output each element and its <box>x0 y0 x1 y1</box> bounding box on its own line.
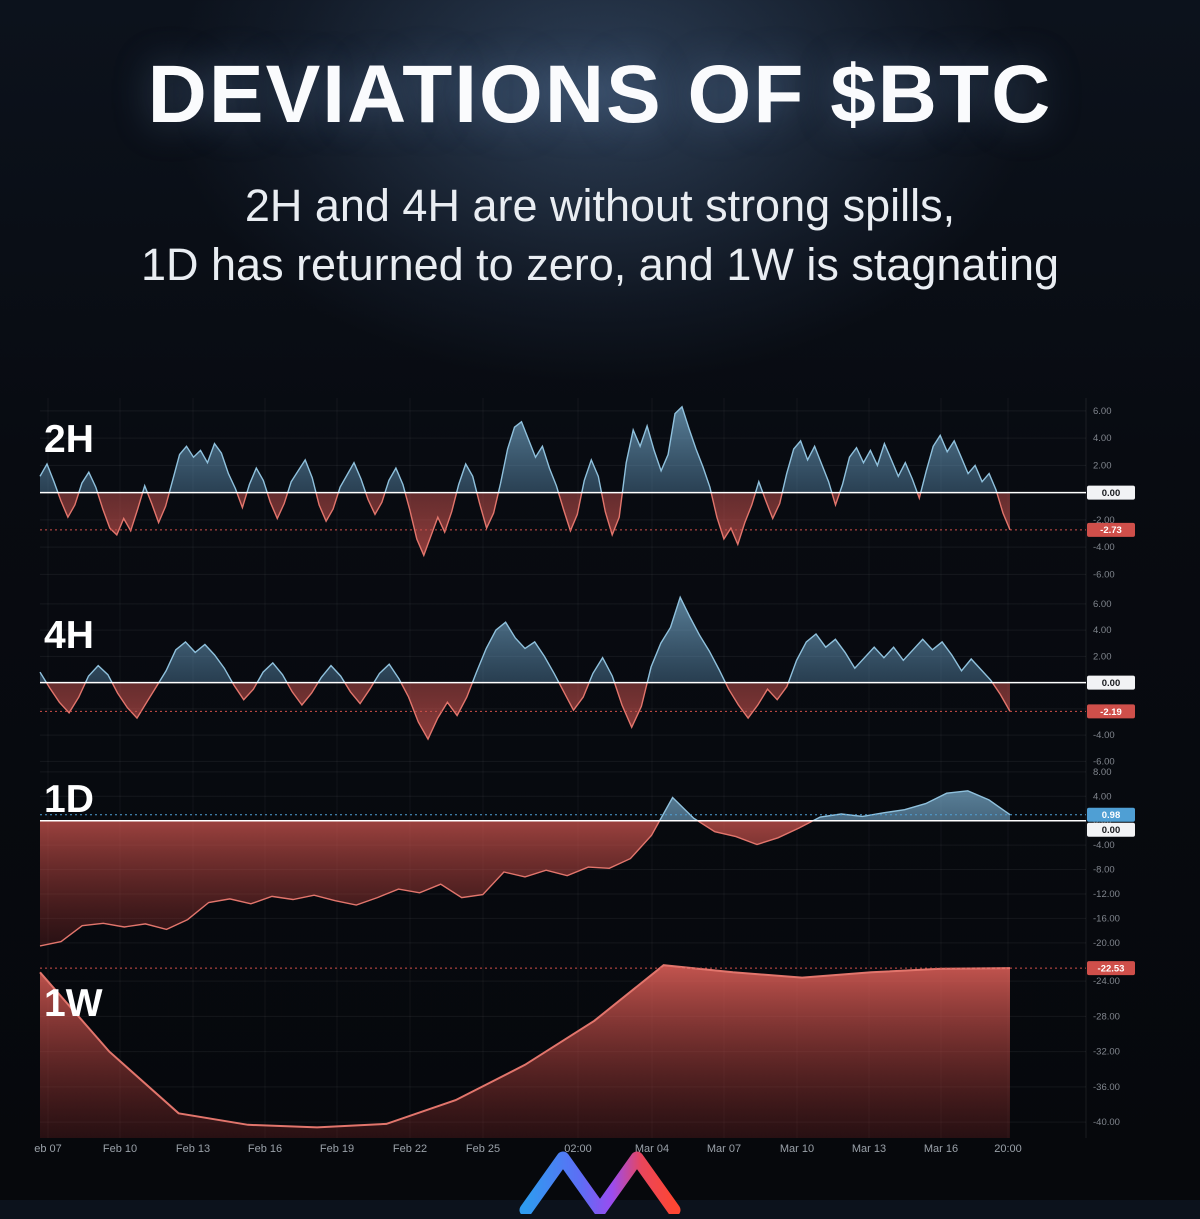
x-axis-label: 02:00 <box>564 1143 592 1155</box>
subtitle-line-2: 1D has returned to zero, and 1W is stagn… <box>140 239 1060 291</box>
y-axis-tick: 4.00 <box>1093 625 1112 636</box>
y-axis-tick: -2.00 <box>1093 515 1115 526</box>
x-axis-label: Feb 16 <box>248 1143 282 1155</box>
background-glow <box>25 0 1175 480</box>
price-badge-2h: -2.73 <box>1087 522 1135 537</box>
subtitle-line-1: 2H and 4H are without strong spills, <box>244 180 956 231</box>
y-axis-tick: -4.00 <box>1093 840 1115 851</box>
x-axis-label: Feb 19 <box>320 1143 354 1155</box>
x-axis-label: Feb 22 <box>393 1143 427 1155</box>
panel-label-2h: 2H <box>44 418 94 461</box>
svg-text:0.00: 0.00 <box>1102 678 1121 689</box>
x-axis-label: Feb 13 <box>176 1143 210 1155</box>
series-line-positive <box>39 405 998 493</box>
area-negative <box>40 965 1010 1138</box>
zero-badge-4h: 0.00 <box>1087 675 1135 690</box>
x-axis-label: Mar 07 <box>707 1143 741 1155</box>
y-axis-tick: -6.00 <box>1093 569 1115 580</box>
price-badge-1w: -22.53 <box>1087 961 1135 976</box>
chart-panel-1w: -24.00 -28.00 -32.00 -36.00 -40.00 -22.53 1W <box>39 961 1135 1138</box>
svg-text:-22.53: -22.53 <box>1098 964 1125 975</box>
y-axis-tick: -36.00 <box>1093 1082 1120 1093</box>
area-positive <box>659 790 1010 821</box>
y-axis-tick: 4.00 <box>1093 791 1112 802</box>
y-axis-tick: 2.00 <box>1093 651 1112 662</box>
m-logo-icon <box>519 1151 681 1217</box>
x-axis-label: Mar 04 <box>635 1143 669 1155</box>
svg-text:-2.19: -2.19 <box>1100 707 1122 718</box>
y-axis-tick: -28.00 <box>1093 1011 1120 1022</box>
area-negative <box>40 820 1010 946</box>
y-axis-tick: -40.00 <box>1093 1117 1120 1128</box>
x-axis-label: Feb 10 <box>103 1143 137 1155</box>
series-line-positive <box>658 790 1011 821</box>
y-axis-tick: -8.00 <box>1093 865 1115 876</box>
chart-panel-1d: 8.00 4.00 0.00 -4.00 -8.00 -12.00 -16.00 -20.00… <box>39 767 1135 949</box>
panel-label-4h: 4H <box>44 614 94 657</box>
y-axis-tick: 6.00 <box>1093 406 1112 417</box>
page-title: DEVIATIONS OF $BTC <box>147 49 1053 140</box>
price-badge-4h: -2.19 <box>1087 704 1135 719</box>
y-axis-tick: -16.00 <box>1093 913 1120 924</box>
y-axis-tick: 8.00 <box>1093 767 1112 778</box>
series-line <box>39 964 1011 1129</box>
x-axis-label: Mar 16 <box>924 1143 958 1155</box>
series-line-positive <box>39 595 994 683</box>
y-axis-tick: -4.00 <box>1093 542 1115 553</box>
zero-badge-2h: 0.00 <box>1087 485 1135 500</box>
svg-text:0.00: 0.00 <box>1102 825 1121 836</box>
x-axis-label: eb 07 <box>34 1143 62 1155</box>
panel-label-1w: 1W <box>44 982 103 1025</box>
svg-text:0.00: 0.00 <box>1102 488 1121 499</box>
x-axis-label: 20:00 <box>994 1143 1022 1155</box>
svg-text:-2.73: -2.73 <box>1100 525 1122 536</box>
price-badge-1d: 0.98 <box>1087 807 1135 822</box>
y-axis-tick: 2.00 <box>1093 460 1112 471</box>
y-axis-tick: -4.00 <box>1093 730 1115 741</box>
y-axis-tick: -24.00 <box>1093 976 1120 987</box>
svg-text:0.98: 0.98 <box>1102 810 1121 821</box>
area-negative <box>46 682 1010 740</box>
x-axis-label: Mar 10 <box>780 1143 814 1155</box>
series-line-negative <box>39 820 815 947</box>
y-axis-tick: 6.00 <box>1093 599 1112 610</box>
brand-logo <box>515 1150 685 1219</box>
x-axis-label: Feb 25 <box>466 1143 500 1155</box>
zero-badge-1d: 0.00 <box>1087 822 1135 837</box>
chart-panel-4h: 6.004.002.000.00-2.00-4.00-6.000.00-2.19… <box>39 595 1135 767</box>
area-positive <box>40 406 1010 493</box>
panel-label-1d: 1D <box>44 778 94 821</box>
y-axis-tick: 4.00 <box>1093 433 1112 444</box>
y-axis-tick: -12.00 <box>1093 889 1120 900</box>
y-axis-tick: -20.00 <box>1093 938 1120 949</box>
header: DEVIATIONS OF $BTC 2H and 4H are without… <box>0 48 1200 295</box>
y-axis-tick: -6.00 <box>1093 756 1115 767</box>
y-axis-tick: -32.00 <box>1093 1047 1120 1058</box>
x-axis-label: Mar 13 <box>852 1143 886 1155</box>
area-negative <box>57 492 1010 556</box>
area-positive <box>40 597 1010 683</box>
chart-panel-2h: 6.004.002.000.00-2.00-4.00-6.000.00-2.73… <box>39 405 1135 580</box>
